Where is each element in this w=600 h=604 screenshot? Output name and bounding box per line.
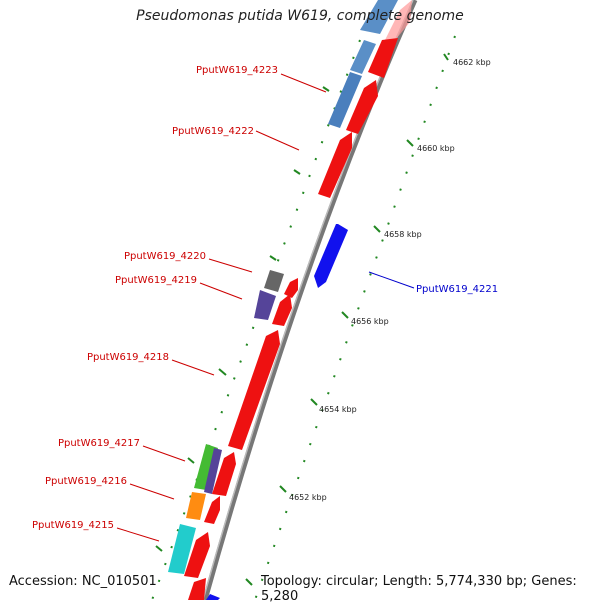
gene-feature <box>188 578 206 600</box>
gene-label-4221[interactable]: PputW619_4221 <box>416 284 498 295</box>
gene-PputW619_4220 <box>264 270 284 292</box>
gene-label-4217[interactable]: PputW619_4217 <box>58 438 140 449</box>
kbp-tick-label: 4662 kbp <box>453 58 491 67</box>
gene-PputW619_4223-a <box>328 72 362 128</box>
gene-PputW619_4221 <box>314 224 348 288</box>
gene-PputW619_4220-fwd <box>284 278 298 298</box>
map-title: Pseudomonas putida W619, complete genome <box>136 8 464 24</box>
gene-feature <box>206 594 220 600</box>
kbp-tick-label: 4658 kbp <box>384 230 422 239</box>
kbp-tick-label: 4652 kbp <box>289 493 327 502</box>
kbp-tick-marks <box>155 53 449 586</box>
gene-PputW619_4217-b <box>204 448 222 494</box>
gene-PputW619_4216-fwd <box>204 496 220 524</box>
gene-label-4218[interactable]: PputW619_4218 <box>87 352 169 363</box>
gene-feature <box>385 0 412 44</box>
gene-PputW619_4219-fwd <box>272 294 292 326</box>
gene-PputW619_4218 <box>228 330 280 450</box>
gene-PputW619_4215-fwd <box>184 532 210 578</box>
kbp-tick-label: 4654 kbp <box>319 405 357 414</box>
kbp-tick-label: 4660 kbp <box>417 144 455 153</box>
gene-label-4215[interactable]: PputW619_4215 <box>32 520 114 531</box>
gene-PputW619_4219 <box>254 290 276 320</box>
accession-text: Accession: NC_010501 <box>9 574 157 589</box>
gene-PputW619_4215 <box>168 524 196 574</box>
gene-label-4220[interactable]: PputW619_4220 <box>124 251 206 262</box>
gene-label-4222[interactable]: PputW619_4222 <box>172 126 254 137</box>
gene-PputW619_4216 <box>186 492 206 520</box>
gene-feature <box>368 38 398 78</box>
gene-label-4223[interactable]: PputW619_4223 <box>196 65 278 76</box>
label-leader-lines <box>116 73 415 542</box>
gene-feature <box>360 0 398 34</box>
gene-label-4216[interactable]: PputW619_4216 <box>45 476 127 487</box>
gene-feature <box>350 40 376 74</box>
gene-PputW619_4223-b <box>346 80 378 134</box>
gene-PputW619_4222 <box>318 132 352 198</box>
gene-label-4219[interactable]: PputW619_4219 <box>115 275 197 286</box>
genome-backbone <box>202 0 418 600</box>
kbp-tick-label: 4656 kbp <box>351 317 389 326</box>
gene-PputW619_4217-fwd <box>212 452 236 496</box>
gene-PputW619_4217 <box>194 444 218 490</box>
